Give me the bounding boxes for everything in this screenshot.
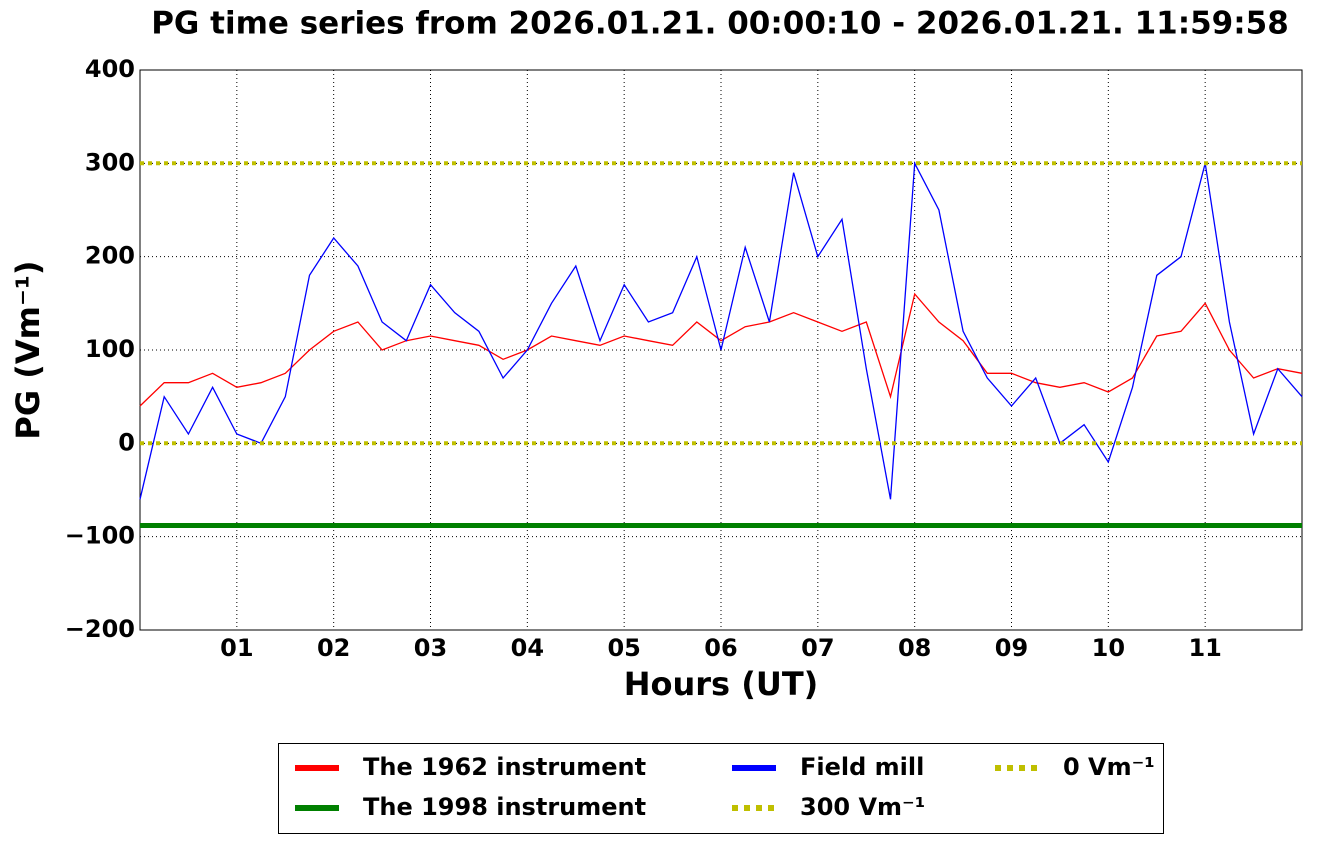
y-tick-label: −100 — [65, 522, 135, 550]
y-axis-label: PG (Vm⁻¹) — [9, 260, 47, 439]
y-tick-label: 0 — [118, 428, 135, 456]
y-tick-label: 400 — [85, 55, 135, 83]
x-tick-label: 09 — [995, 634, 1028, 662]
legend-label: The 1998 instrument — [363, 793, 646, 821]
legend-box — [278, 743, 1164, 834]
series-line — [139, 292, 1303, 407]
legend-label: The 1962 instrument — [363, 753, 646, 781]
x-tick-label: 03 — [414, 634, 447, 662]
legend-label: Field mill — [800, 753, 924, 781]
series-line — [139, 160, 1303, 500]
x-tick-label: 10 — [1092, 634, 1125, 662]
x-tick-label: 02 — [317, 634, 350, 662]
x-tick-label: 01 — [220, 634, 253, 662]
x-tick-label: 04 — [511, 634, 544, 662]
legend-label: 0 Vm⁻¹ — [1063, 753, 1155, 781]
y-tick-label: 200 — [85, 242, 135, 270]
y-tick-label: −200 — [65, 615, 135, 643]
x-tick-label: 06 — [704, 634, 737, 662]
plot-frame — [139, 69, 1303, 631]
chart-title: PG time series from 2026.01.21. 00:00:10… — [151, 6, 1289, 42]
y-tick-label: 100 — [85, 335, 135, 363]
x-tick-label: 05 — [607, 634, 640, 662]
x-axis-label: Hours (UT) — [624, 665, 819, 703]
x-tick-label: 08 — [898, 634, 931, 662]
y-tick-label: 300 — [85, 148, 135, 176]
x-tick-label: 07 — [801, 634, 834, 662]
x-tick-label: 11 — [1188, 634, 1221, 662]
legend-label: 300 Vm⁻¹ — [800, 793, 925, 821]
